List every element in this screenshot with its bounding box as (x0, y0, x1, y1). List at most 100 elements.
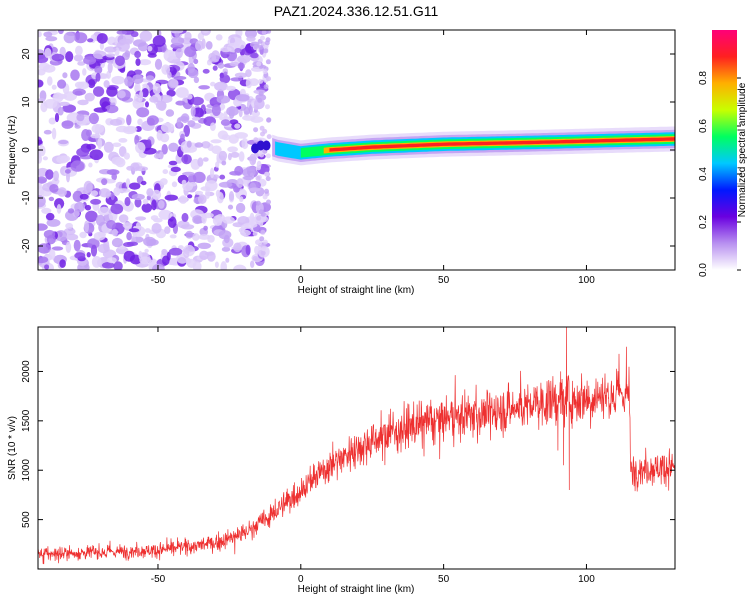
noise-blob (261, 30, 267, 35)
noise-blob (185, 230, 194, 239)
noise-blob (135, 58, 141, 66)
noise-blob (101, 262, 115, 269)
noise-blob (253, 152, 259, 158)
noise-blob (132, 74, 144, 84)
noise-blob (139, 30, 153, 42)
noise-blob (147, 53, 157, 58)
noise-blob (211, 145, 222, 154)
noise-blob (215, 34, 223, 41)
noise-blob (171, 181, 178, 188)
noise-blob (176, 117, 182, 128)
noise-blob (135, 142, 146, 154)
noise-blob (146, 115, 159, 126)
noise-blob (239, 196, 244, 203)
noise-blob (158, 209, 173, 220)
noise-blob (93, 231, 106, 241)
noise-blob (220, 119, 231, 126)
noise-blob (123, 250, 135, 262)
noise-blob (241, 138, 249, 150)
noise-blob (180, 133, 185, 142)
noise-blob (253, 105, 259, 110)
noise-blob (74, 124, 81, 129)
noise-blob (202, 68, 210, 74)
colorbar-label: Normalized spectral amplitude (737, 82, 748, 217)
noise-blob (266, 199, 271, 205)
noise-blob (95, 72, 101, 82)
noise-blob (87, 79, 96, 89)
noise-blob (111, 75, 125, 85)
noise-blob (57, 106, 64, 116)
noise-blob (62, 104, 76, 113)
noise-blob (214, 81, 228, 92)
noise-blob (252, 231, 258, 237)
noise-blob (135, 222, 141, 231)
noise-blob (76, 113, 85, 122)
noise-blob (44, 264, 50, 270)
noise-blob (253, 137, 259, 143)
noise-blob (262, 69, 268, 75)
noise-blob (115, 55, 125, 67)
snr-panel: -50 0 50 100 500 1000 1500 2000 Height of stra… (7, 326, 676, 595)
noise-blob (259, 236, 265, 242)
noise-blob (245, 244, 251, 256)
noise-blob (260, 229, 266, 235)
noise-blob (194, 142, 204, 148)
noise-blob (139, 90, 144, 99)
noise-blob (82, 68, 87, 76)
noise-blob (198, 234, 211, 240)
noise-blob (171, 36, 185, 46)
noise-blob (89, 149, 104, 160)
snr-series-group (38, 327, 675, 565)
noise-blob (217, 192, 224, 204)
noise-blob (74, 201, 85, 213)
noise-blob (229, 171, 241, 176)
noise-blob (106, 257, 117, 264)
noise-blob (236, 178, 244, 189)
noise-blob (113, 187, 121, 196)
x-tick-label: 100 (578, 275, 595, 286)
noise-blob (51, 53, 65, 62)
noise-blob (38, 139, 43, 145)
noise-blob (85, 210, 98, 222)
noise-blob (38, 62, 50, 71)
noise-blob (237, 62, 245, 70)
noise-blob (63, 31, 76, 44)
noise-blob (258, 91, 264, 97)
noise-blob (251, 110, 260, 117)
noise-blob (38, 154, 43, 164)
colorbar-tick-label: 0.8 (698, 71, 709, 85)
noise-blob (151, 189, 162, 200)
noise-blob (74, 81, 85, 89)
noise-blob (110, 192, 115, 201)
noise-blob (86, 143, 96, 150)
noise-blob (74, 90, 83, 96)
noise-blob (43, 98, 58, 109)
noise-blob (103, 141, 114, 153)
noise-blob (219, 174, 226, 180)
noise-blob (90, 190, 99, 197)
noise-blob (109, 118, 123, 126)
noise-blob (250, 52, 259, 59)
noise-blob (170, 30, 184, 34)
y-tick-label: 2000 (21, 360, 32, 383)
noise-blob (222, 216, 235, 224)
noise-blob (245, 30, 257, 39)
noise-blob (177, 220, 190, 229)
noise-blob (124, 76, 134, 87)
noise-blob (140, 180, 147, 186)
noise-blob (38, 182, 42, 189)
noise-blob (202, 30, 209, 33)
noise-blob (191, 96, 204, 106)
noise-blob (197, 157, 204, 167)
noise-blob (265, 59, 271, 65)
noise-blob (210, 139, 222, 144)
noise-blob (145, 101, 149, 108)
noise-blob (90, 198, 102, 205)
noise-blob (133, 69, 143, 75)
spectrogram-noise-region (38, 30, 272, 270)
noise-blob (84, 92, 95, 102)
noise-blob (192, 171, 206, 183)
noise-blob (205, 180, 218, 192)
noise-blob (123, 152, 130, 160)
y-tick-label: 500 (21, 511, 32, 528)
